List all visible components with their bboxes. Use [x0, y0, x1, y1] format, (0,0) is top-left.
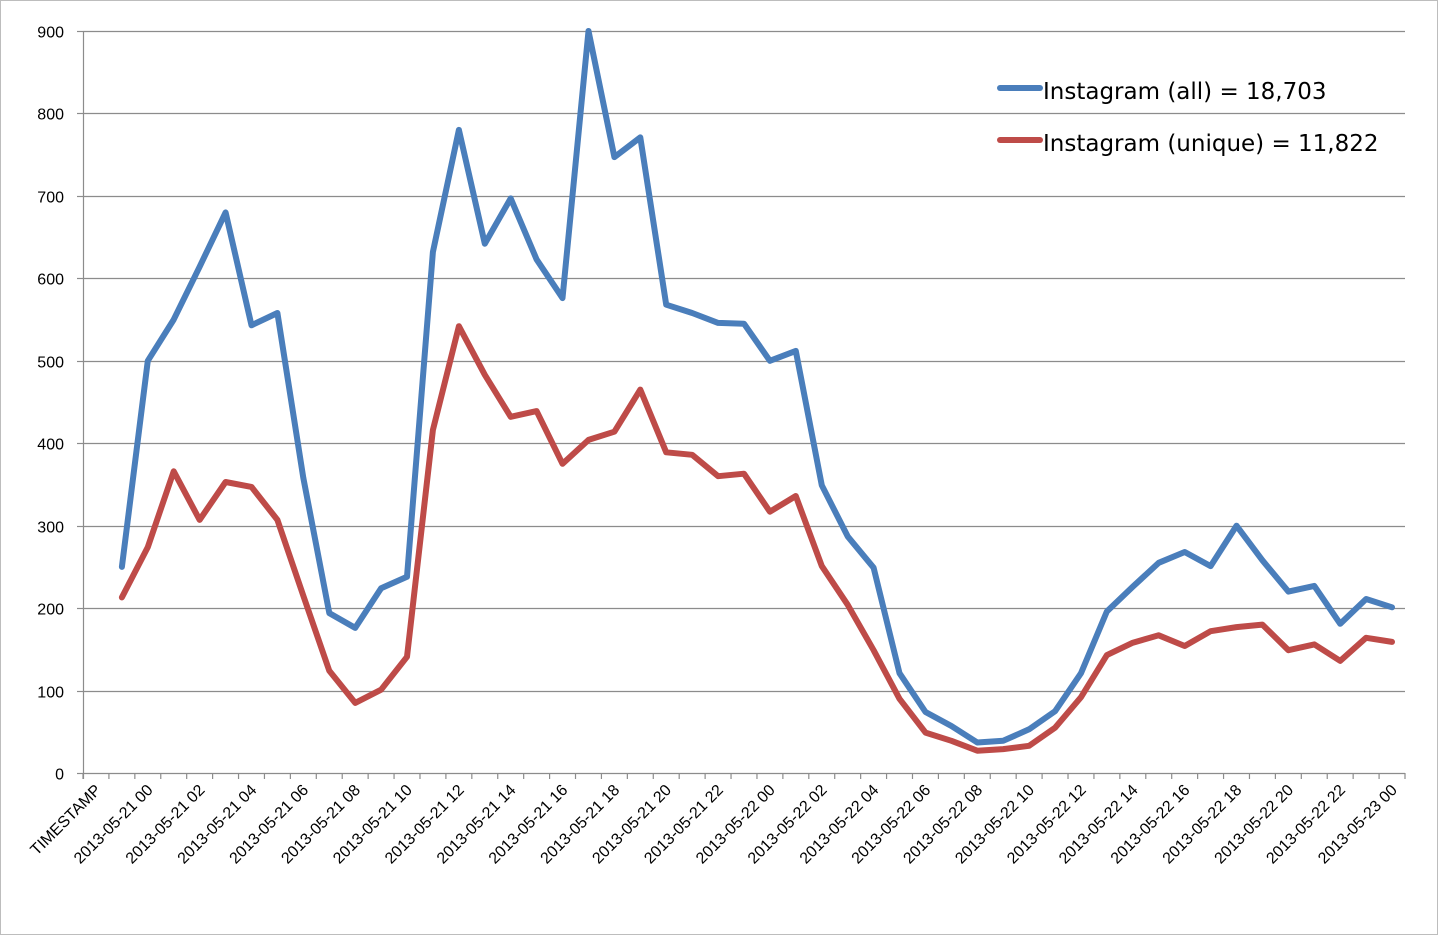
legend-label: Instagram (all) = 18,703 [1043, 79, 1327, 105]
y-tick-label: 500 [37, 355, 64, 372]
y-tick-label: 800 [37, 107, 64, 124]
y-tick-label: 200 [37, 602, 64, 619]
y-tick-label: 300 [37, 520, 64, 537]
legend-label: Instagram (unique) = 11,822 [1043, 131, 1379, 157]
series-line-0 [118, 28, 1395, 746]
series-line-1 [118, 323, 1395, 754]
y-tick-label: 0 [55, 767, 64, 784]
y-tick-label: 600 [37, 272, 64, 289]
y-tick-label: 100 [37, 685, 64, 702]
y-tick-label: 700 [37, 190, 64, 207]
y-tick-label: 400 [37, 437, 64, 454]
y-tick-label: 900 [37, 25, 64, 42]
